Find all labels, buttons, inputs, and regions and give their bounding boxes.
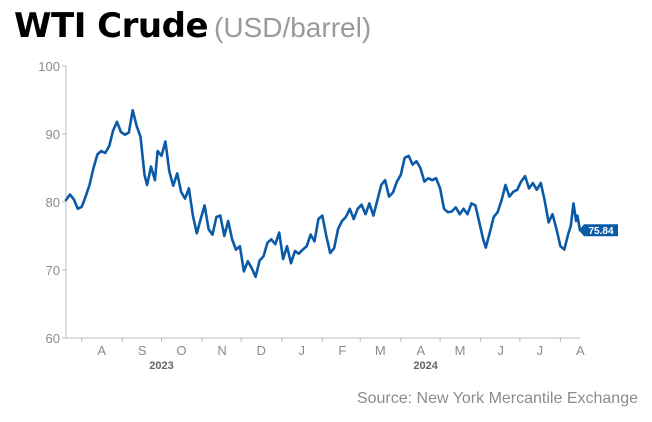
last-value-marker: 75.84	[579, 224, 618, 237]
y-tick-label: 80	[46, 195, 60, 210]
chart-title: WTI Crude	[14, 6, 209, 46]
x-tick-label: N	[217, 343, 226, 358]
year-label: 2024	[413, 360, 438, 372]
x-tick-label: M	[375, 343, 386, 358]
source-note: Source: New York Mercantile Exchange	[356, 390, 638, 407]
y-tick-label: 60	[46, 331, 60, 346]
last-value-badge	[579, 224, 618, 237]
y-tick-label: 70	[46, 263, 60, 278]
x-tick-label: A	[97, 343, 106, 358]
x-tick-label: O	[176, 343, 186, 358]
y-tick-label: 100	[38, 59, 60, 74]
x-tick-label: F	[338, 343, 346, 358]
series-group	[64, 108, 582, 279]
x-axis: A S O N D J F M A M J J A 2023 2024	[66, 337, 585, 372]
x-tick-label: A	[416, 343, 425, 358]
wti-price-line	[64, 108, 582, 279]
x-tick-label: D	[257, 343, 266, 358]
chart-header: WTI Crude (USD/barrel)	[14, 6, 371, 46]
x-tick-label: A	[576, 343, 585, 358]
x-tick-label: J	[497, 343, 504, 358]
x-tick-label: J	[299, 343, 306, 358]
x-tick-label: M	[455, 343, 466, 358]
last-value-label: 75.84	[588, 226, 613, 237]
x-tick-label: J	[537, 343, 544, 358]
chart-subtitle: (USD/barrel)	[214, 12, 372, 43]
year-label: 2023	[149, 360, 173, 372]
y-tick-label: 90	[46, 127, 60, 142]
y-axis: 60 70 80 90 100	[38, 59, 67, 346]
x-tick-label: S	[138, 343, 147, 358]
